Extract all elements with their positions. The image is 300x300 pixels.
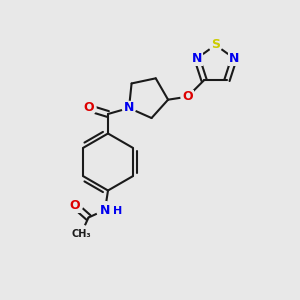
Circle shape xyxy=(97,202,113,218)
Text: O: O xyxy=(83,101,94,115)
Text: CH₃: CH₃ xyxy=(71,229,91,239)
Circle shape xyxy=(68,198,82,213)
Circle shape xyxy=(190,52,204,65)
Text: N: N xyxy=(192,52,202,65)
Circle shape xyxy=(181,90,194,103)
Circle shape xyxy=(122,101,136,115)
Text: S: S xyxy=(211,38,220,51)
Text: O: O xyxy=(182,90,193,103)
Circle shape xyxy=(72,225,90,243)
Text: N: N xyxy=(229,52,239,65)
Text: N: N xyxy=(100,203,110,217)
Text: H: H xyxy=(113,206,123,217)
Text: N: N xyxy=(124,101,134,115)
Circle shape xyxy=(81,100,96,116)
Circle shape xyxy=(209,38,222,52)
Circle shape xyxy=(227,52,241,65)
Text: O: O xyxy=(70,199,80,212)
